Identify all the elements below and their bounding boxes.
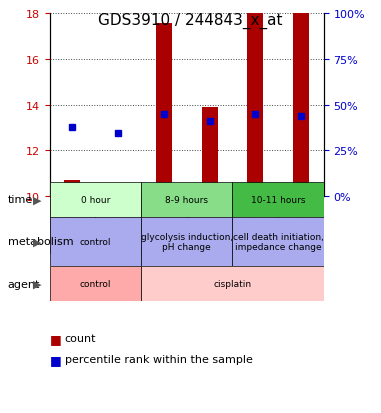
Text: ■: ■ — [50, 332, 61, 345]
Text: ▶: ▶ — [34, 195, 42, 205]
Text: 0 hour: 0 hour — [80, 195, 110, 204]
Text: time: time — [8, 195, 33, 205]
Text: agent: agent — [8, 279, 40, 289]
Text: GSM699779: GSM699779 — [205, 198, 214, 252]
Text: glycolysis induction,
pH change: glycolysis induction, pH change — [141, 232, 233, 252]
Text: GSM699776: GSM699776 — [68, 198, 77, 252]
Bar — [202, 107, 218, 196]
Text: ▶: ▶ — [34, 237, 42, 247]
FancyBboxPatch shape — [232, 196, 278, 254]
FancyBboxPatch shape — [278, 196, 324, 254]
Bar — [293, 14, 309, 196]
Text: metabolism: metabolism — [8, 237, 73, 247]
Text: count: count — [65, 334, 96, 344]
FancyBboxPatch shape — [141, 196, 187, 254]
FancyBboxPatch shape — [232, 217, 324, 266]
Text: GSM699777: GSM699777 — [114, 198, 123, 252]
FancyBboxPatch shape — [50, 182, 141, 217]
Text: percentile rank within the sample: percentile rank within the sample — [65, 354, 253, 364]
Text: cisplatin: cisplatin — [213, 280, 251, 288]
FancyBboxPatch shape — [187, 196, 232, 254]
Text: GDS3910 / 244843_x_at: GDS3910 / 244843_x_at — [98, 12, 283, 28]
FancyBboxPatch shape — [50, 266, 141, 301]
FancyBboxPatch shape — [50, 196, 95, 254]
Text: ▶: ▶ — [34, 279, 42, 289]
FancyBboxPatch shape — [95, 196, 141, 254]
FancyBboxPatch shape — [141, 182, 232, 217]
Text: control: control — [80, 237, 111, 246]
Bar — [64, 180, 80, 196]
FancyBboxPatch shape — [141, 217, 232, 266]
FancyBboxPatch shape — [232, 182, 324, 217]
Text: cell death initiation,
impedance change: cell death initiation, impedance change — [233, 232, 323, 252]
Text: GSM699778: GSM699778 — [159, 198, 168, 252]
Text: GSM699781: GSM699781 — [296, 198, 306, 252]
Bar — [110, 193, 126, 196]
Text: ■: ■ — [50, 353, 61, 366]
Bar — [156, 24, 172, 196]
Text: GSM699780: GSM699780 — [251, 198, 260, 252]
Text: 10-11 hours: 10-11 hours — [251, 195, 306, 204]
FancyBboxPatch shape — [50, 217, 141, 266]
Bar — [247, 14, 263, 196]
Text: control: control — [80, 280, 111, 288]
Text: 8-9 hours: 8-9 hours — [165, 195, 208, 204]
FancyBboxPatch shape — [141, 266, 324, 301]
